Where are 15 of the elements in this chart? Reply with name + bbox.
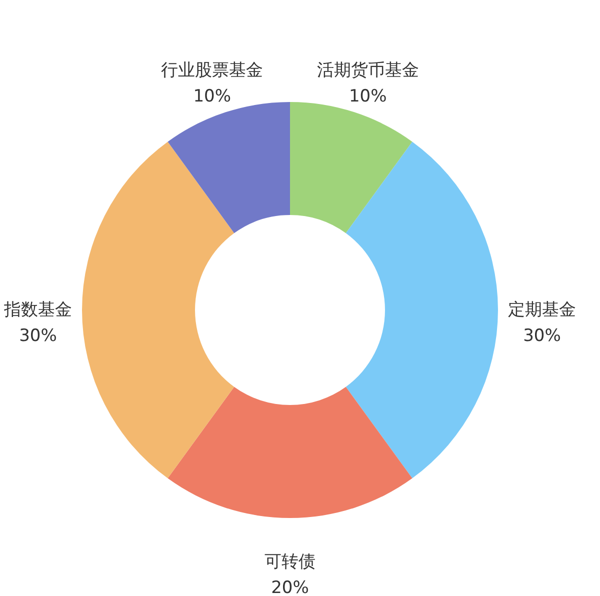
donut-slice xyxy=(82,142,234,478)
donut-slice xyxy=(168,102,290,234)
slice-label: 定期基金 xyxy=(508,300,576,320)
slice-label: 可转债 xyxy=(264,552,316,572)
slice-label: 行业股票基金 xyxy=(161,60,264,80)
donut-slice xyxy=(168,386,412,518)
data-label: 20% xyxy=(271,578,309,596)
donut-slice xyxy=(346,142,498,478)
data-label: 10% xyxy=(193,86,232,106)
donut-slice xyxy=(290,102,412,234)
data-label: 10% xyxy=(348,86,387,106)
slice-label: 活期货币基金 xyxy=(316,60,419,80)
slice-label: 指数基金 xyxy=(3,300,72,320)
data-label: 30% xyxy=(523,326,561,346)
data-label: 30% xyxy=(19,326,57,346)
